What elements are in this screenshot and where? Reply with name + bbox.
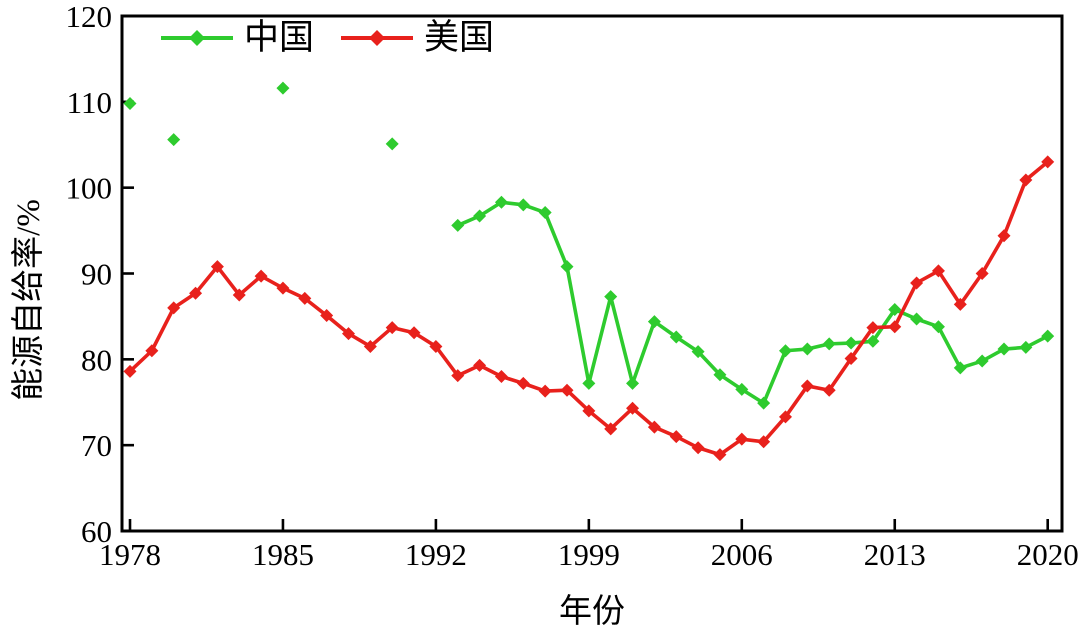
legend-item-usa: 美国 <box>338 20 494 55</box>
x-tick-label: 1992 <box>405 537 467 572</box>
y-tick-label: 90 <box>81 257 112 292</box>
x-tick-label: 1999 <box>558 537 620 572</box>
x-tick-label: 1985 <box>252 537 314 572</box>
series-markers-0 <box>123 81 399 151</box>
x-tick-label: 2006 <box>711 537 773 572</box>
legend-swatch-usa <box>341 29 414 46</box>
legend-label-china: 中国 <box>244 18 315 57</box>
legend: 中国 美国 <box>158 20 494 55</box>
legend-diamond-icon <box>369 29 386 46</box>
series-line-0 <box>455 200 1050 405</box>
x-axis-title: 年份 <box>559 594 625 630</box>
legend-label-usa: 美国 <box>424 18 495 57</box>
y-tick-label: 70 <box>81 428 112 463</box>
series-markers-1 <box>123 155 1055 462</box>
legend-item-china: 中国 <box>158 20 314 55</box>
y-tick-label: 110 <box>67 85 112 120</box>
x-tick-label: 2013 <box>864 537 926 572</box>
y-tick-label: 120 <box>66 0 113 34</box>
legend-diamond-icon <box>189 29 205 46</box>
x-tick-label: 2020 <box>1017 537 1079 572</box>
y-tick-label: 100 <box>66 171 113 206</box>
legend-swatch-china <box>161 29 233 46</box>
y-axis-title: 能源自给率/% <box>11 199 47 401</box>
x-tick-label: 1978 <box>99 537 161 572</box>
y-tick-label: 60 <box>81 514 112 549</box>
y-tick-label: 80 <box>81 342 112 377</box>
